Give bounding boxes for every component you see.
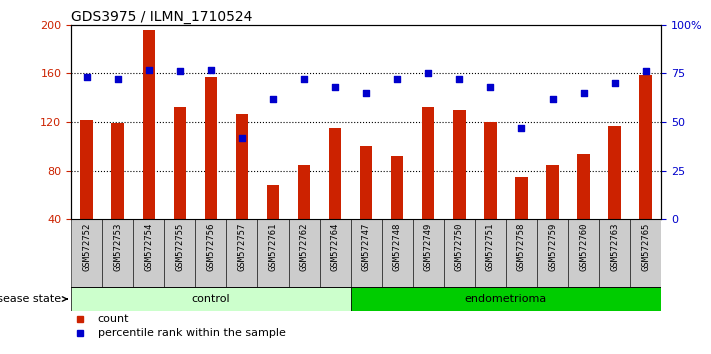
Bar bbox=[630, 219, 661, 287]
Point bbox=[329, 84, 341, 90]
Bar bbox=[609, 126, 621, 219]
Point bbox=[422, 70, 434, 76]
Point bbox=[143, 67, 154, 72]
Bar bbox=[226, 219, 257, 287]
Text: GSM572759: GSM572759 bbox=[548, 223, 557, 271]
Point bbox=[640, 69, 651, 74]
Bar bbox=[351, 219, 382, 287]
Bar bbox=[360, 146, 373, 219]
Bar bbox=[102, 219, 133, 287]
Text: GSM572753: GSM572753 bbox=[113, 223, 122, 271]
Bar bbox=[639, 75, 652, 219]
Bar bbox=[205, 77, 217, 219]
Bar bbox=[577, 154, 590, 219]
Bar bbox=[142, 30, 155, 219]
Point bbox=[578, 90, 589, 96]
Point bbox=[609, 80, 620, 86]
Text: GSM572762: GSM572762 bbox=[299, 223, 309, 271]
Point bbox=[360, 90, 372, 96]
Bar bbox=[506, 219, 537, 287]
Bar bbox=[173, 107, 186, 219]
Text: GSM572752: GSM572752 bbox=[82, 223, 91, 271]
Bar bbox=[298, 165, 310, 219]
Bar bbox=[236, 114, 248, 219]
Text: GSM572758: GSM572758 bbox=[517, 223, 526, 271]
Bar bbox=[164, 219, 196, 287]
Text: disease state: disease state bbox=[0, 294, 68, 304]
Point bbox=[515, 125, 527, 131]
Bar bbox=[391, 156, 403, 219]
Bar bbox=[329, 128, 341, 219]
Bar bbox=[515, 177, 528, 219]
Bar bbox=[319, 219, 351, 287]
Point bbox=[174, 69, 186, 74]
Point bbox=[392, 76, 403, 82]
Bar bbox=[80, 120, 93, 219]
Bar bbox=[71, 219, 102, 287]
Text: GSM572748: GSM572748 bbox=[392, 223, 402, 271]
Point bbox=[485, 84, 496, 90]
Bar bbox=[351, 287, 661, 311]
Bar bbox=[484, 122, 496, 219]
Text: percentile rank within the sample: percentile rank within the sample bbox=[97, 328, 286, 338]
Bar bbox=[133, 219, 164, 287]
Point bbox=[205, 67, 217, 72]
Bar bbox=[267, 185, 279, 219]
Text: GSM572757: GSM572757 bbox=[237, 223, 247, 271]
Bar bbox=[289, 219, 319, 287]
Bar bbox=[546, 165, 559, 219]
Bar bbox=[568, 219, 599, 287]
Text: GSM572765: GSM572765 bbox=[641, 223, 650, 271]
Bar bbox=[196, 219, 226, 287]
Bar bbox=[599, 219, 630, 287]
Text: GSM572750: GSM572750 bbox=[455, 223, 464, 271]
Text: GSM572747: GSM572747 bbox=[362, 223, 370, 271]
Text: GSM572761: GSM572761 bbox=[269, 223, 277, 271]
Point bbox=[454, 76, 465, 82]
Point bbox=[112, 76, 124, 82]
Text: control: control bbox=[191, 294, 230, 304]
Bar bbox=[71, 287, 351, 311]
Text: GSM572756: GSM572756 bbox=[206, 223, 215, 271]
Text: GSM572760: GSM572760 bbox=[579, 223, 588, 271]
Point bbox=[236, 135, 247, 141]
Point bbox=[81, 74, 92, 80]
Text: GSM572755: GSM572755 bbox=[176, 223, 184, 271]
Bar bbox=[422, 107, 434, 219]
Text: endometrioma: endometrioma bbox=[465, 294, 547, 304]
Text: GSM572751: GSM572751 bbox=[486, 223, 495, 271]
Bar bbox=[444, 219, 475, 287]
Bar bbox=[537, 219, 568, 287]
Text: GSM572764: GSM572764 bbox=[331, 223, 340, 271]
Text: GSM572763: GSM572763 bbox=[610, 223, 619, 271]
Point bbox=[547, 96, 558, 102]
Bar bbox=[382, 219, 413, 287]
Text: count: count bbox=[97, 314, 129, 324]
Bar bbox=[475, 219, 506, 287]
Bar bbox=[257, 219, 289, 287]
Bar bbox=[453, 110, 466, 219]
Point bbox=[299, 76, 310, 82]
Text: GSM572754: GSM572754 bbox=[144, 223, 154, 271]
Bar bbox=[112, 123, 124, 219]
Text: GDS3975 / ILMN_1710524: GDS3975 / ILMN_1710524 bbox=[71, 10, 252, 24]
Text: GSM572749: GSM572749 bbox=[424, 223, 433, 271]
Point bbox=[267, 96, 279, 102]
Bar bbox=[413, 219, 444, 287]
